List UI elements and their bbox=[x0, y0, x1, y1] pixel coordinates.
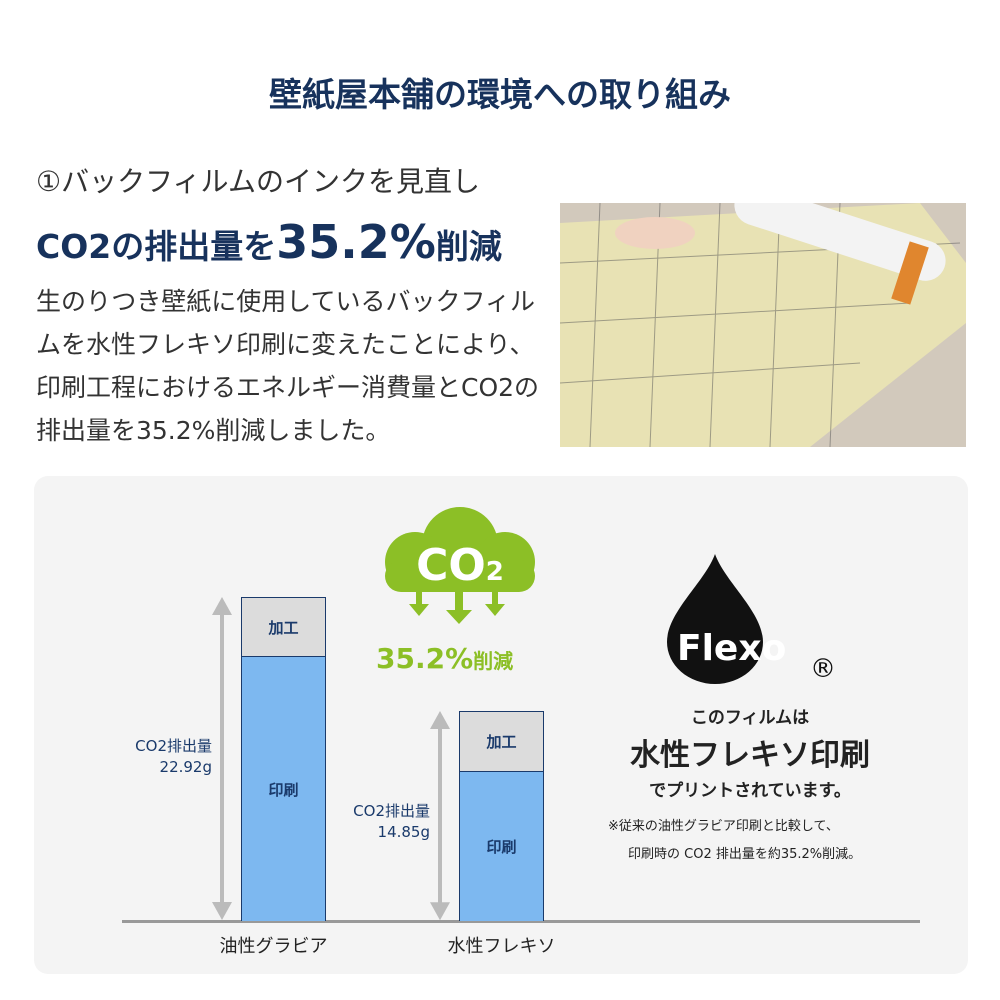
total-label: CO2排出量 22.92g bbox=[92, 736, 212, 778]
cloud-subscript: 2 bbox=[486, 557, 504, 587]
flexo-line2: 水性フレキソ印刷 bbox=[630, 738, 870, 773]
section-body: 生のりつき壁紙に使用しているバックフィルムを水性フレキソ印刷に変えたことにより、… bbox=[36, 287, 540, 445]
total-label-value: 14.85g bbox=[377, 822, 430, 841]
registered-mark: ® bbox=[810, 654, 835, 684]
bar-segment: 加工 bbox=[242, 598, 325, 658]
category-label: 水性フレキソ bbox=[447, 936, 556, 957]
product-photo bbox=[560, 203, 966, 447]
total-label-name: CO2排出量 bbox=[353, 801, 430, 820]
baseline bbox=[122, 920, 920, 923]
flexo-drop-logo: Flexo ® bbox=[667, 554, 835, 684]
category-label: 油性グラビア bbox=[219, 936, 328, 957]
reduction-label: 35.2%削減 bbox=[376, 642, 513, 675]
bar-segment: 印刷 bbox=[242, 657, 325, 921]
claim-suffix: 削減 bbox=[435, 227, 502, 266]
section-claim: CO2の排出量を35.2%削減 bbox=[36, 215, 502, 269]
claim-value: 35.2% bbox=[276, 215, 436, 269]
flexo-line1: このフィルムは bbox=[690, 708, 810, 728]
bar-1: 加工 印刷 bbox=[459, 710, 544, 921]
bar-segment: 印刷 bbox=[460, 771, 543, 921]
page-title: 壁紙屋本舗の環境への取り組み bbox=[269, 75, 731, 114]
svg-text:CO2: CO2 bbox=[416, 540, 504, 591]
bar-0: 加工 印刷 bbox=[241, 597, 326, 921]
flexo-logo-text: Flexo bbox=[677, 628, 786, 669]
bar-segment: 加工 bbox=[460, 711, 543, 772]
reduction-suffix: 削減 bbox=[473, 649, 514, 673]
flexo-note1: ※従来の油性グラビア印刷と比較して、 bbox=[608, 819, 839, 834]
total-label: CO2排出量 14.85g bbox=[310, 801, 430, 843]
claim-prefix: CO2の排出量を bbox=[36, 227, 277, 266]
section-heading: ①バックフィルムのインクを見直し bbox=[36, 165, 480, 198]
flexo-line3: でプリントされています。 bbox=[649, 781, 851, 801]
total-label-value: 22.92g bbox=[159, 757, 212, 776]
co2-cloud-icon: CO2 bbox=[385, 507, 535, 624]
cloud-text: CO bbox=[416, 540, 486, 591]
total-arrow bbox=[430, 710, 450, 920]
reduction-value: 35.2% bbox=[376, 642, 474, 675]
total-arrow bbox=[212, 597, 232, 920]
flexo-note2: 印刷時の CO2 排出量を約35.2%削減。 bbox=[628, 847, 862, 862]
total-label-name: CO2排出量 bbox=[135, 736, 212, 755]
